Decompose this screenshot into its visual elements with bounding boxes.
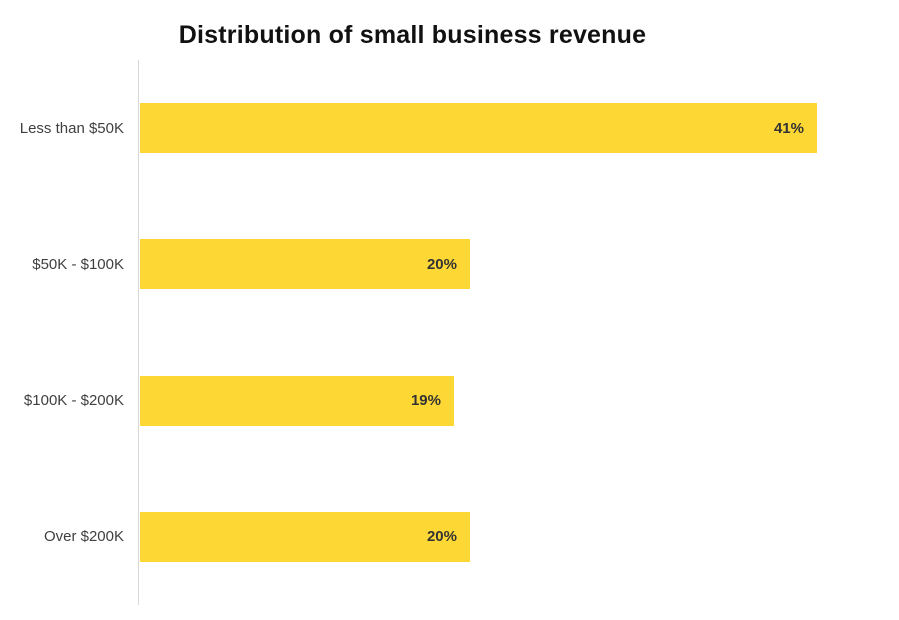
category-label: $50K - $100K	[32, 255, 124, 273]
category-label: Over $200K	[43, 528, 124, 546]
bar: 20%	[140, 239, 470, 290]
bar: 20%	[140, 511, 470, 562]
chart-title: Distribution of small business revenue	[178, 21, 647, 49]
value-label: 20%	[426, 255, 457, 273]
bar-row: $100K - $200K 19%	[0, 333, 899, 469]
y-axis-line	[138, 60, 139, 605]
value-label: 20%	[426, 528, 457, 546]
bar: 19%	[140, 375, 454, 426]
value-label: 41%	[773, 119, 804, 137]
category-label: $100K - $200K	[23, 392, 124, 410]
bar: 41%	[140, 103, 817, 154]
bar-row: Less than $50K 41%	[0, 60, 899, 196]
category-label: Less than $50K	[19, 119, 124, 137]
bar-row: Over $200K 20%	[0, 469, 899, 605]
plot-area: Less than $50K 41% $50K - $100K 20% $100K - …	[0, 60, 899, 605]
value-label: 19%	[410, 392, 441, 410]
bar-row: $50K - $100K 20%	[0, 196, 899, 332]
